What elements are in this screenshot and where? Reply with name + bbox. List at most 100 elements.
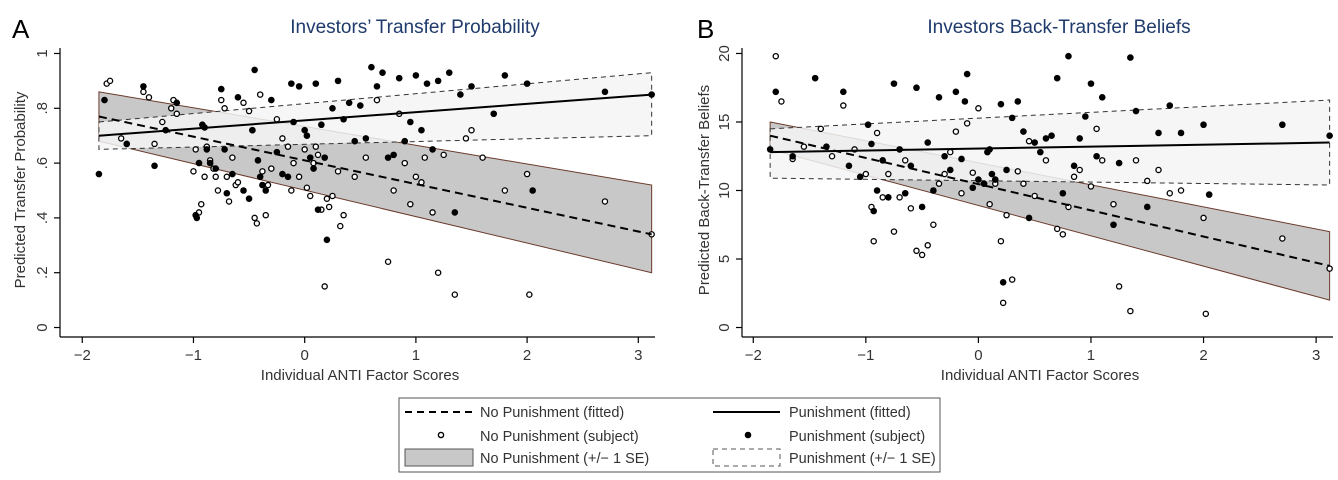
- punishment-point: [941, 152, 948, 160]
- y-tick-label: 0: [716, 323, 733, 331]
- legend: No Punishment (fitted) Punishment (fitte…: [398, 397, 941, 473]
- punishment-point: [140, 83, 147, 90]
- no-punishment-point: [421, 154, 429, 161]
- punishment-point: [217, 85, 225, 93]
- punishment-point: [1205, 191, 1213, 198]
- no-punishment-point: [870, 237, 877, 245]
- y-tick-label: 1: [34, 49, 51, 57]
- no-punishment-point: [997, 237, 1005, 245]
- punishment-point: [212, 165, 220, 172]
- punishment-point: [418, 126, 425, 134]
- legend-hollow-dot-icon: [437, 431, 445, 439]
- no-punishment-point: [384, 258, 392, 265]
- punishment-point: [390, 151, 397, 159]
- no-punishment-point: [1202, 310, 1210, 318]
- punishment-point: [306, 154, 314, 161]
- punishment-point: [1326, 132, 1333, 139]
- no-punishment-point: [885, 170, 892, 178]
- punishment-point: [856, 173, 864, 181]
- no-punishment-point: [1059, 231, 1067, 238]
- punishment-point: [268, 96, 275, 104]
- punishment-fit-line: [98, 93, 652, 137]
- panel-b-x-axis-label: Individual ANTI Factor Scores: [941, 367, 1139, 384]
- punishment-point: [221, 146, 228, 153]
- punishment-point: [1003, 166, 1010, 174]
- punishment-point: [529, 187, 536, 194]
- no-punishment-point: [958, 189, 965, 197]
- no-punishment-point: [1042, 157, 1050, 164]
- y-tick-label: .4: [34, 212, 51, 225]
- no-punishment-point: [151, 140, 158, 148]
- no-punishment-point: [321, 283, 328, 290]
- no-punishment-point: [190, 168, 197, 175]
- punishment-point: [1082, 113, 1089, 120]
- punishment-point: [356, 102, 364, 109]
- punishment-point: [151, 162, 158, 170]
- punishment-se-band: [769, 99, 1331, 186]
- no-punishment-point: [1155, 166, 1162, 174]
- punishment-point: [284, 173, 292, 181]
- no-punishment-point: [1144, 177, 1151, 185]
- y-tick-label: 20: [716, 45, 733, 62]
- legend-label-punishment-subject: Punishment (subject): [789, 429, 925, 445]
- punishment-point: [423, 80, 431, 87]
- no-punishment-point: [941, 170, 948, 178]
- x-tick-label: −2: [74, 347, 91, 364]
- punishment-point: [251, 66, 258, 74]
- punishment-fit-line: [770, 141, 1330, 154]
- punishment-point: [288, 80, 295, 87]
- punishment-point: [870, 207, 878, 215]
- no-punishment-point: [907, 205, 915, 212]
- punishment-point: [362, 135, 370, 142]
- punishment-point: [1042, 135, 1050, 142]
- no-punishment-point: [306, 192, 314, 200]
- no-punishment-point: [140, 88, 147, 96]
- punishment-point: [468, 83, 475, 90]
- no-punishment-point: [323, 195, 331, 202]
- no-punishment-point: [201, 173, 208, 181]
- no-punishment-point: [930, 221, 937, 229]
- punishment-point: [373, 83, 381, 90]
- no-punishment-point: [1003, 211, 1010, 219]
- punishment-point: [1200, 121, 1207, 129]
- punishment-point: [1115, 159, 1123, 167]
- punishment-point: [1132, 107, 1140, 115]
- punishment-point: [1031, 139, 1038, 146]
- punishment-point: [401, 137, 409, 145]
- x-tick-label: 0: [301, 347, 309, 364]
- punishment-point: [988, 170, 996, 178]
- no-punishment-point: [935, 180, 943, 187]
- panel-a-title: Investors’ Transfer Probability: [290, 17, 540, 38]
- no-punishment-point: [223, 173, 231, 181]
- no-punishment-point: [1031, 192, 1038, 200]
- no-punishment-point: [412, 173, 420, 181]
- no-punishment-point: [986, 200, 993, 208]
- no-punishment-point: [873, 129, 881, 137]
- no-punishment-point: [434, 269, 442, 276]
- y-tick-label: 0: [34, 323, 51, 331]
- punishment-point: [772, 88, 780, 96]
- no-punishment-point: [106, 77, 114, 85]
- no-punishment-point: [373, 96, 381, 104]
- punishment-point: [1048, 132, 1055, 139]
- punishment-point: [323, 236, 331, 244]
- no-punishment-point: [334, 168, 342, 175]
- no-punishment-point: [918, 251, 926, 259]
- punishment-point: [648, 91, 655, 98]
- punishment-point: [601, 88, 609, 96]
- punishment-point: [1020, 128, 1027, 135]
- no-punishment-point: [1053, 225, 1061, 233]
- punishment-point: [1166, 102, 1174, 109]
- no-punishment-point: [969, 169, 977, 176]
- y-tick-label: .2: [34, 266, 51, 279]
- punishment-point: [229, 170, 236, 178]
- punishment-point: [501, 72, 509, 79]
- legend-label-no-punishment-fitted: No Punishment (fitted): [480, 405, 624, 421]
- punishment-point: [913, 84, 920, 92]
- punishment-point: [301, 126, 308, 134]
- punishment-point: [101, 96, 108, 104]
- x-tick-label: 1: [412, 347, 420, 364]
- punishment-point: [334, 77, 342, 85]
- no-punishment-point: [240, 99, 247, 107]
